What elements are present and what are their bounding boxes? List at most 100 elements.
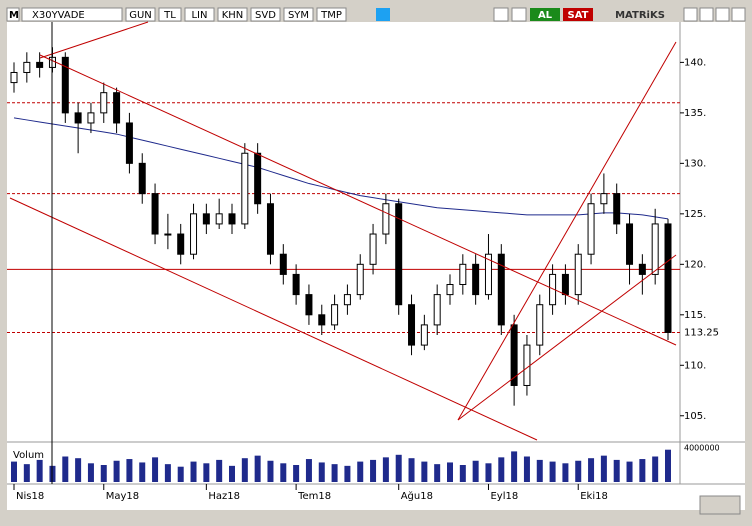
candle-body [472, 263, 480, 296]
candle-body [228, 213, 236, 225]
toolbar-button-label: TMP [320, 10, 342, 21]
toolbar-button[interactable] [250, 7, 281, 22]
y-tick-label: 125. [684, 209, 706, 220]
twitter-icon[interactable] [376, 8, 390, 21]
candle-body [343, 294, 351, 306]
candle-body [279, 253, 287, 275]
volume-bar [639, 459, 646, 482]
candle-body [292, 273, 300, 296]
volume-bar [408, 458, 415, 482]
volume-bar [100, 465, 107, 482]
candle-body [138, 162, 146, 195]
volume-bar [36, 459, 43, 482]
toolbar-button[interactable] [316, 7, 347, 22]
volume-bar [344, 465, 351, 482]
volume-bar [254, 455, 261, 482]
volume-bar [562, 463, 569, 482]
nav-buttons[interactable] [699, 495, 741, 515]
window-button[interactable] [683, 7, 698, 22]
volume-bar [665, 449, 671, 482]
toolbar-button[interactable] [158, 7, 182, 22]
y-tick-label: 140. [684, 57, 706, 68]
icon[interactable] [493, 7, 509, 22]
volume-bar [164, 464, 171, 482]
volume-bar [485, 463, 492, 482]
toolbar-button-label: SVD [255, 10, 276, 21]
y-tick-label: 130. [684, 158, 706, 169]
toolbar-button[interactable] [184, 7, 215, 22]
candle-body [382, 203, 390, 235]
candle-body [536, 304, 544, 346]
candle-body [266, 203, 274, 255]
volume-bar [549, 461, 556, 482]
trend-line [39, 54, 677, 346]
window-button[interactable] [715, 7, 730, 22]
toolbar-button[interactable] [125, 7, 156, 22]
volume-bar [370, 459, 377, 482]
candle-body [164, 233, 172, 236]
volume-bar [459, 465, 466, 482]
volume-bar [62, 456, 69, 482]
candle-body [395, 203, 403, 306]
candle-body [600, 193, 608, 205]
volume-bar [511, 451, 518, 482]
volume-bar [472, 460, 479, 482]
buy-button[interactable] [530, 8, 560, 21]
candle-body [408, 304, 416, 346]
volume-bar [139, 462, 146, 482]
volume-bar [190, 461, 197, 482]
volume-bar [331, 464, 338, 482]
volume-bar [280, 463, 287, 482]
plot-background [7, 22, 745, 510]
toolbar-button-label: TL [163, 10, 176, 21]
volume-bar [177, 466, 184, 482]
y-tick-label: 110. [684, 360, 706, 371]
candle-body [61, 56, 69, 114]
y-tick-label: 115. [684, 310, 706, 321]
candle-body [459, 263, 467, 286]
window-button[interactable] [731, 7, 746, 22]
volume-bar [216, 459, 223, 482]
volume-bar [293, 465, 300, 482]
trend-line [457, 254, 677, 421]
candle-body [10, 71, 18, 84]
candle-body [664, 223, 672, 333]
volume-label: Volum [13, 450, 44, 461]
volume-bar [652, 456, 659, 482]
brand: MATRiKS [615, 10, 665, 21]
sell-button[interactable] [563, 8, 593, 21]
candle-body [190, 213, 198, 255]
candle-body [561, 273, 569, 296]
sell-label: SAT [568, 10, 589, 21]
candle-body [484, 253, 492, 296]
window-button[interactable] [699, 7, 714, 22]
logo-box [6, 7, 20, 22]
toolbar-button-label: GUN [129, 10, 152, 21]
candle-body [254, 152, 262, 205]
x-tick-label: Eyl18 [490, 491, 518, 502]
volume-bar [23, 464, 30, 482]
volume-bar [357, 461, 364, 482]
volume-bar [229, 465, 235, 482]
volume-bar [600, 455, 607, 482]
volume-bar [498, 457, 505, 482]
candle-body [356, 263, 364, 296]
volume-bar [395, 454, 402, 482]
toolbar-button[interactable] [217, 7, 248, 22]
x-tick-label: Ağu18 [401, 490, 433, 502]
candle-body [74, 112, 82, 124]
logo: M [9, 10, 19, 21]
volume-bar [626, 461, 633, 482]
x-tick-label: Eki18 [580, 491, 608, 502]
symbol: X30YVADE [32, 10, 85, 21]
candle-body [446, 284, 454, 296]
candle-body [318, 314, 326, 326]
toolbar-button[interactable] [283, 7, 314, 22]
candle-body [587, 203, 595, 255]
icon[interactable] [511, 7, 527, 22]
symbol-box[interactable] [21, 7, 123, 22]
volume-bar [152, 457, 159, 482]
candle-body [202, 213, 210, 225]
y-tick-label: 105. [684, 411, 706, 422]
